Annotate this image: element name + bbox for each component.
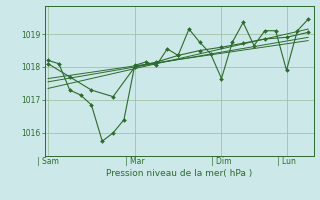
X-axis label: Pression niveau de la mer( hPa ): Pression niveau de la mer( hPa ) [106, 169, 252, 178]
